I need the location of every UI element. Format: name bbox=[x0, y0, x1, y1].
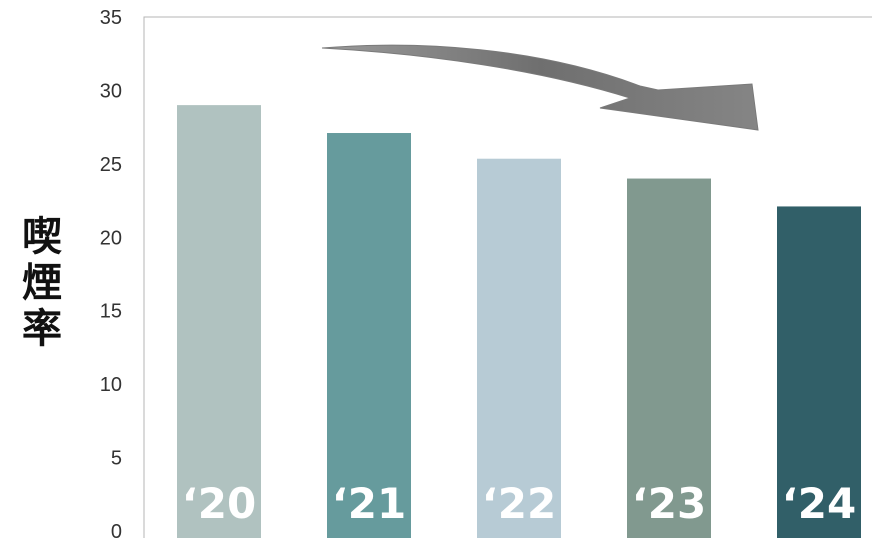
y-tick-label: 0 bbox=[111, 521, 122, 538]
y-tick-label: 5 bbox=[111, 448, 122, 470]
bar bbox=[327, 133, 411, 538]
bar bbox=[627, 178, 711, 538]
y-tick-label: 35 bbox=[100, 7, 122, 29]
category-label: ‘21 bbox=[332, 479, 406, 528]
y-tick-label: 20 bbox=[100, 227, 122, 249]
y-tick-label: 25 bbox=[100, 154, 122, 176]
y-tick-label: 30 bbox=[100, 80, 122, 102]
category-label: ‘20 bbox=[182, 479, 256, 528]
y-axis-label: 喫煙率 bbox=[22, 214, 62, 352]
trend-arrow bbox=[321, 44, 759, 131]
bar bbox=[477, 158, 561, 538]
category-label: ‘24 bbox=[782, 479, 856, 528]
y-tick-label: 10 bbox=[100, 374, 122, 396]
bar bbox=[777, 206, 861, 538]
y-axis: 0 5 10 15 20 25 30 35 bbox=[100, 7, 122, 538]
plot-area-frame bbox=[143, 16, 872, 538]
bar bbox=[177, 105, 261, 538]
category-label: ‘22 bbox=[482, 479, 556, 528]
y-tick-label: 15 bbox=[100, 301, 122, 323]
bar-series: ‘20 ‘21 ‘22 ‘23 ‘24 bbox=[177, 105, 861, 538]
category-label: ‘23 bbox=[632, 479, 706, 528]
